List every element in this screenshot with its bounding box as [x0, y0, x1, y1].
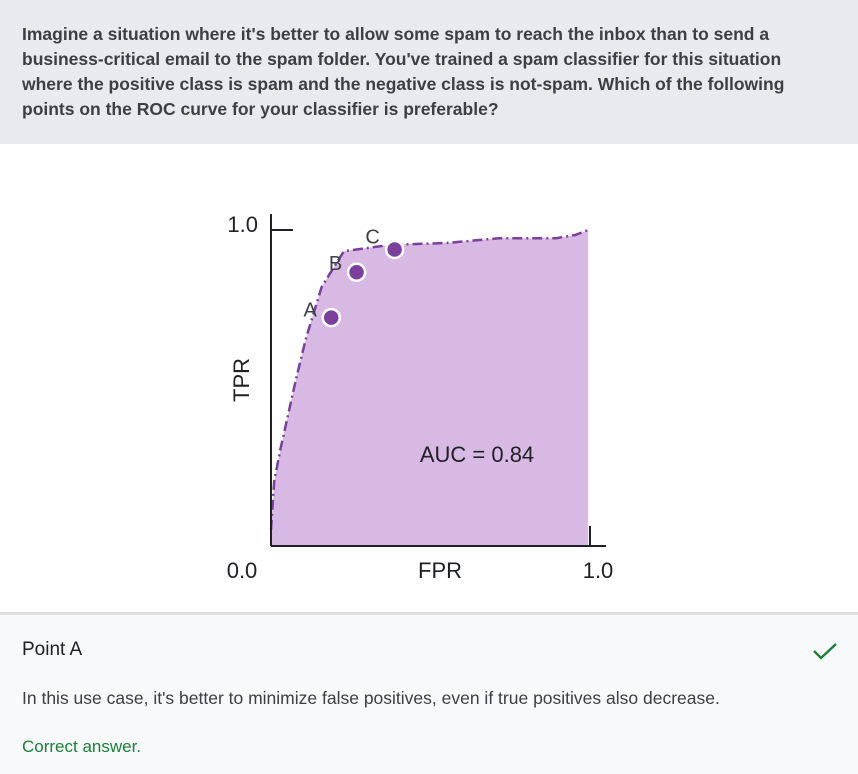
- roc-points: A B C: [304, 227, 405, 328]
- x-tick-label-left: 0.0: [227, 558, 258, 583]
- roc-point-label-c: C: [365, 227, 379, 249]
- roc-point-a: [321, 307, 341, 328]
- checkmark-icon: [813, 643, 837, 660]
- question-panel: Imagine a situation where it's better to…: [0, 0, 858, 144]
- roc-curve: [269, 228, 589, 530]
- x-tick-label-right: 1.0: [583, 558, 614, 583]
- roc-figure: 1.0 0.0 1.0 FPR TPR AUC = 0.84 A B C: [0, 144, 858, 612]
- roc-point-b: [346, 262, 367, 282]
- auc-annotation: AUC = 0.84: [420, 442, 534, 467]
- answer-option[interactable]: Point A: [22, 639, 83, 660]
- answer-panel: Point A In this use case, it's better to…: [0, 615, 858, 774]
- roc-chart: 1.0 0.0 1.0 FPR TPR AUC = 0.84 A B C: [227, 212, 614, 583]
- roc-point-c: [384, 239, 405, 260]
- auc-area: [271, 230, 588, 546]
- y-axis-label: TPR: [229, 358, 254, 402]
- answer-explanation: In this use case, it's better to minimiz…: [22, 688, 720, 708]
- question-text: Imagine a situation where it's better to…: [22, 24, 785, 119]
- roc-point-label-a: A: [304, 300, 318, 322]
- divider: [0, 612, 858, 615]
- y-tick-label-top: 1.0: [227, 212, 258, 237]
- roc-point-label-b: B: [329, 253, 342, 275]
- answer-feedback: Correct answer.: [22, 737, 142, 756]
- x-axis-label: FPR: [418, 558, 462, 583]
